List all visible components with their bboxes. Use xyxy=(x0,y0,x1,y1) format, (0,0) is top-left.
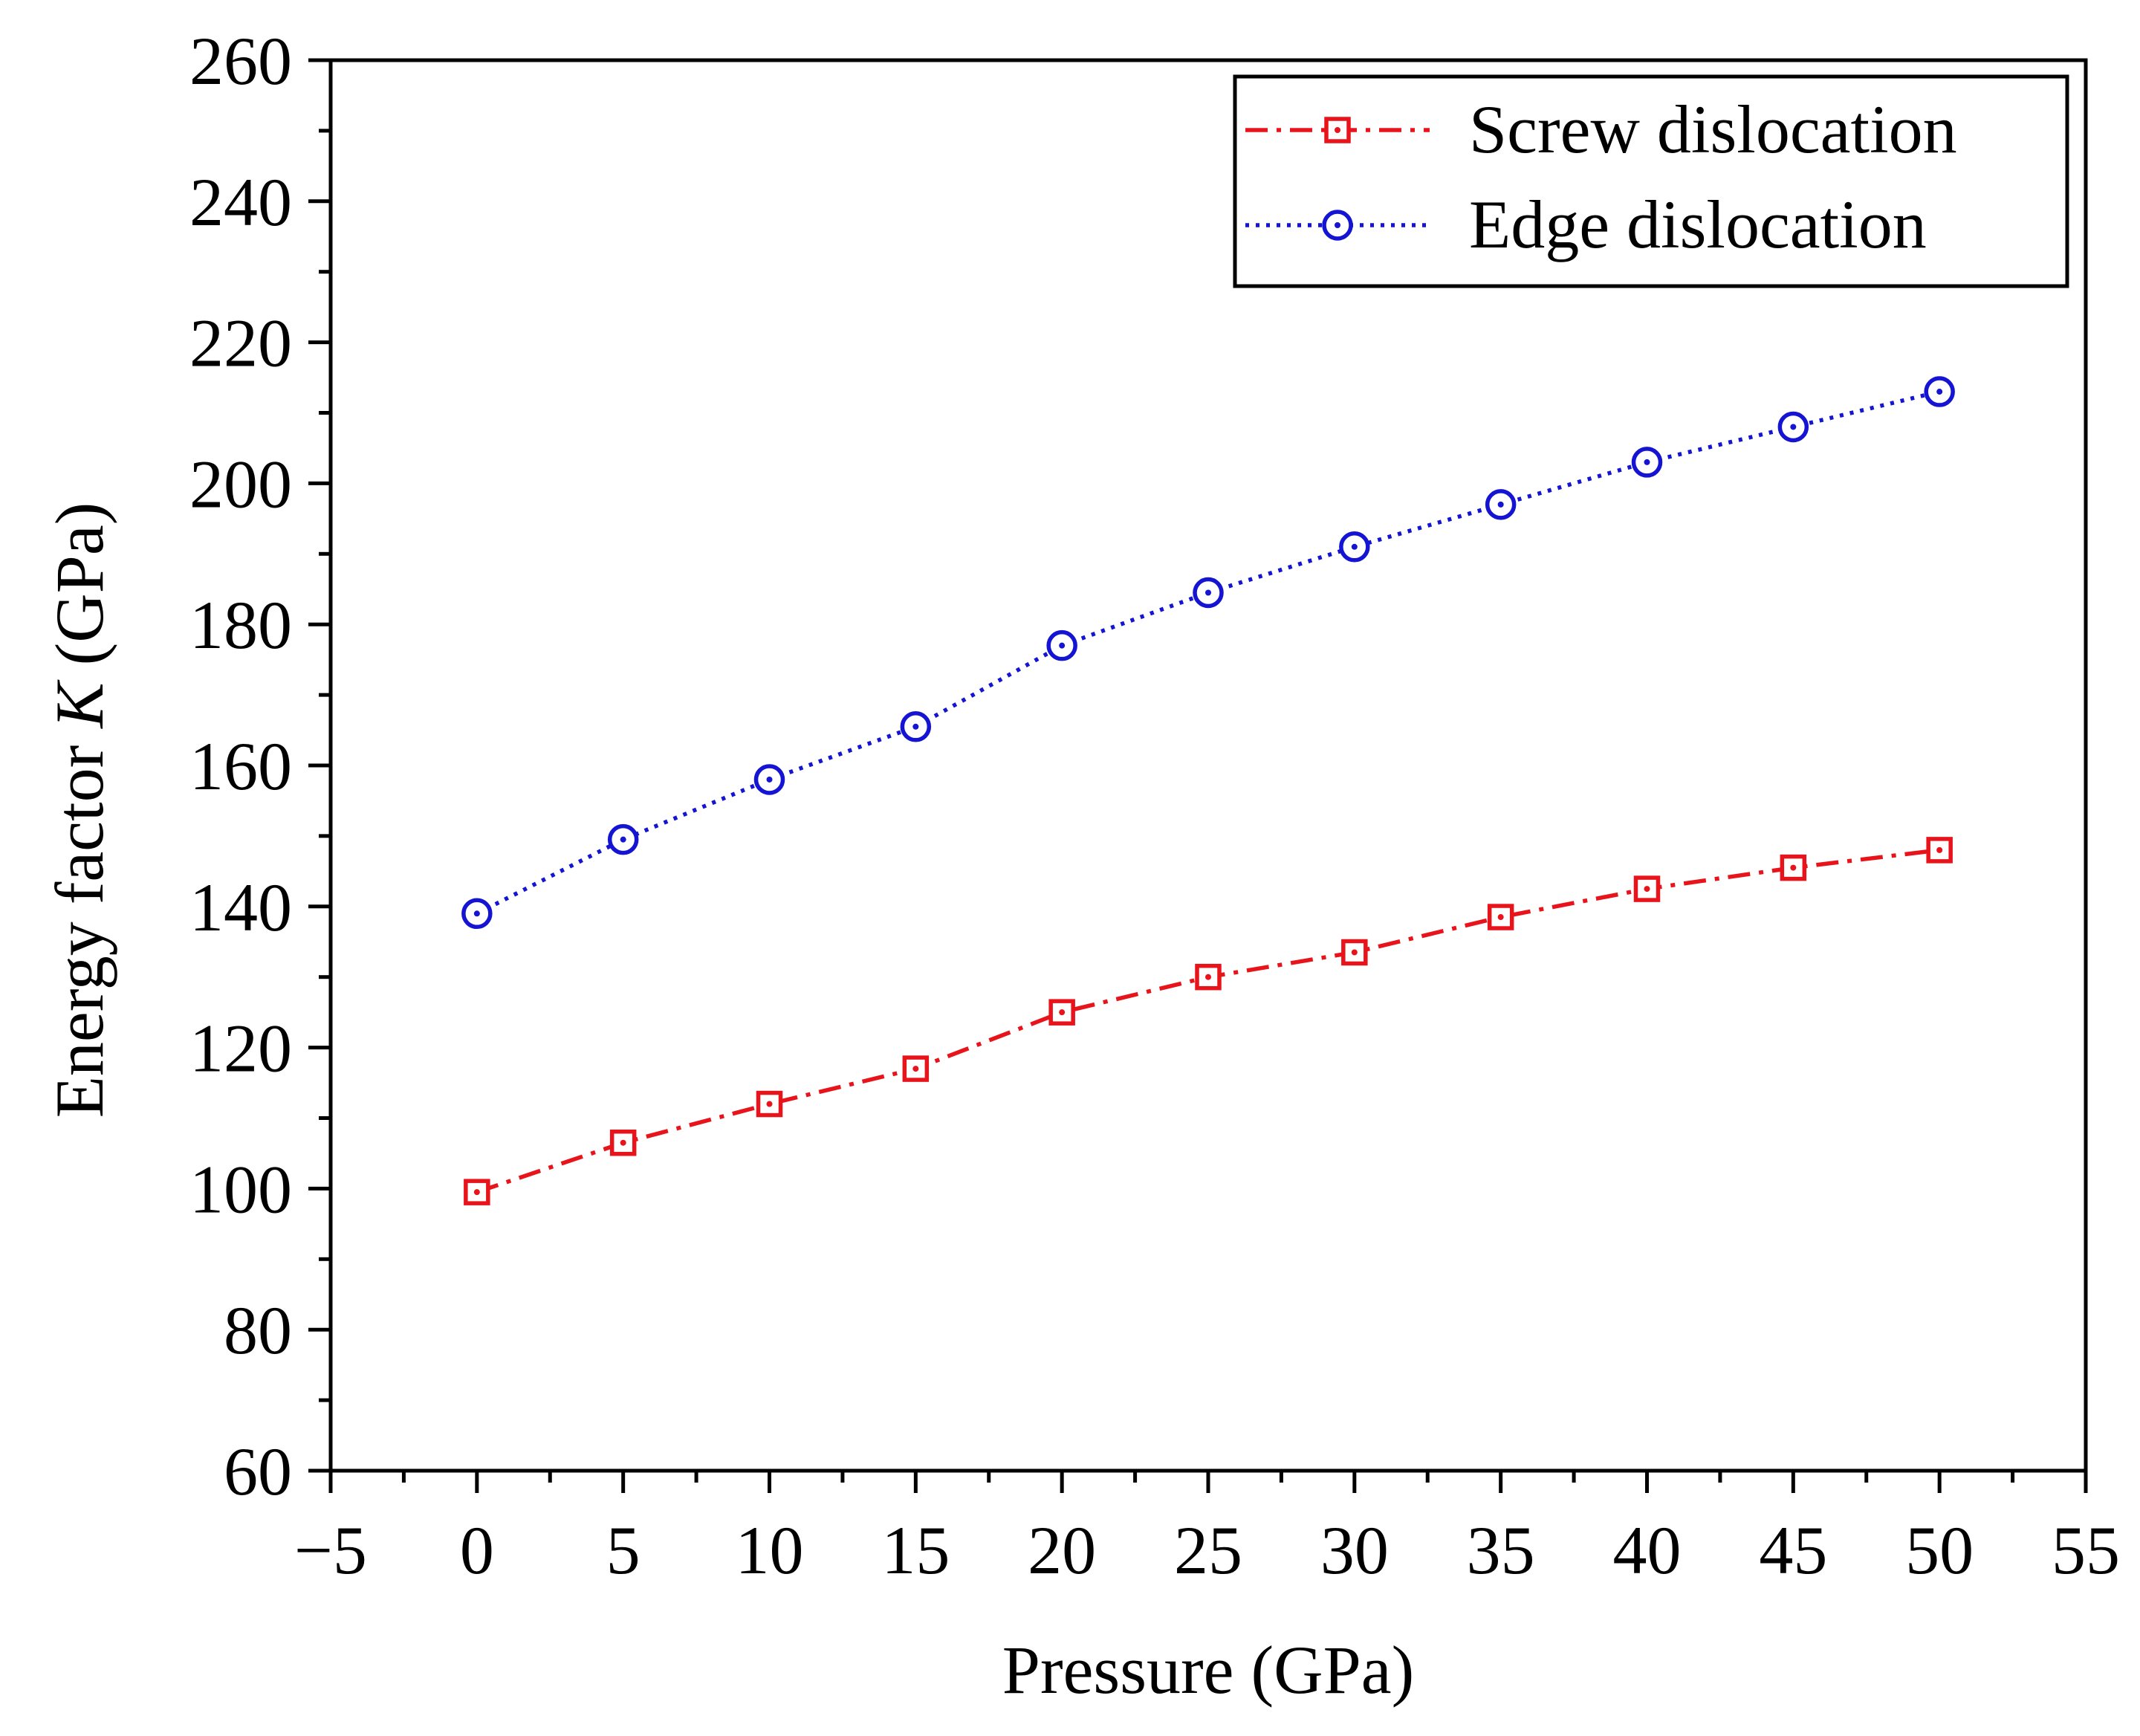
marker-center-dot xyxy=(1351,543,1358,550)
marker-square xyxy=(609,1129,637,1156)
y-tick-label: 120 xyxy=(189,1011,292,1086)
marker-center-dot xyxy=(1205,589,1211,596)
legend-item: Edge dislocation xyxy=(1245,187,1927,262)
y-axis-title-prefix: Energy factor xyxy=(42,728,117,1118)
y-axis-title-symbol: K xyxy=(42,679,117,730)
marker-center-dot xyxy=(766,776,773,783)
marker-center-dot xyxy=(1335,127,1340,133)
x-tick-label: 40 xyxy=(1613,1512,1682,1588)
x-axis-title: Pressure (GPa) xyxy=(1002,1632,1414,1708)
y-tick-label: 220 xyxy=(189,305,292,381)
data-point xyxy=(1487,904,1514,930)
x-tick-label: 5 xyxy=(606,1512,641,1588)
data-point xyxy=(1924,376,1955,407)
data-point xyxy=(1633,875,1661,902)
data-point xyxy=(1631,447,1663,478)
data-point xyxy=(902,1055,930,1082)
data-point xyxy=(461,898,493,930)
data-point xyxy=(609,1129,637,1156)
x-tick-label: 35 xyxy=(1467,1512,1535,1588)
x-tick-label: 20 xyxy=(1028,1512,1096,1588)
marker-center-dot xyxy=(1205,974,1211,980)
x-tick-label: 15 xyxy=(881,1512,950,1588)
y-tick-label: 180 xyxy=(189,587,292,663)
marker-center-dot xyxy=(1644,886,1650,893)
data-point xyxy=(1780,854,1807,881)
y-tick-label: 100 xyxy=(189,1151,292,1227)
marker-center-dot xyxy=(1936,389,1943,395)
y-tick-label: 80 xyxy=(224,1292,292,1368)
marker-square xyxy=(1633,875,1661,902)
marker-square xyxy=(1926,837,1953,864)
marker-center-dot xyxy=(766,1101,773,1107)
marker-center-dot xyxy=(1059,642,1066,649)
x-tick-label: 10 xyxy=(736,1512,804,1588)
axes: −5 0 5 10 15 20 25 30 35 40 45 50 55 60 80 100 120 140 160… xyxy=(189,23,2120,1588)
series-edge-dislocation xyxy=(461,376,1955,930)
x-tick-label: 55 xyxy=(2052,1512,2120,1588)
data-point xyxy=(464,1179,490,1205)
x-tick-label: −5 xyxy=(294,1512,367,1588)
data-point xyxy=(1339,531,1370,563)
legend-box xyxy=(1233,74,2069,288)
data-point xyxy=(1193,577,1224,609)
x-tick-label: 45 xyxy=(1759,1512,1827,1588)
marker-center-dot xyxy=(1936,846,1943,853)
marker-center-dot xyxy=(1351,949,1358,956)
y-tick-label: 160 xyxy=(189,728,292,804)
data-point xyxy=(753,764,785,795)
data-point xyxy=(756,1090,783,1118)
data-point xyxy=(900,711,932,742)
marker-square xyxy=(464,1179,490,1205)
marker-square xyxy=(1048,999,1075,1026)
marker-center-dot xyxy=(1790,864,1797,871)
marker-center-dot xyxy=(1644,459,1650,465)
data-point xyxy=(1926,837,1953,864)
data-point xyxy=(607,823,639,855)
marker-center-dot xyxy=(620,836,626,843)
marker-center-dot xyxy=(1497,914,1504,921)
data-point xyxy=(1195,963,1222,991)
x-tick-label: 30 xyxy=(1320,1512,1389,1588)
x-tick-label: 25 xyxy=(1174,1512,1242,1588)
plot-area xyxy=(461,376,1955,1205)
y-tick-label: 260 xyxy=(189,23,292,99)
marker-center-dot xyxy=(1790,424,1797,430)
legend-label: Screw dislocation xyxy=(1469,91,1957,167)
y-axis-title: Energy factor K (GPa) xyxy=(42,502,117,1118)
marker-center-dot xyxy=(912,723,919,730)
data-point xyxy=(1777,411,1809,443)
series-line xyxy=(476,389,1940,916)
legend-label: Edge dislocation xyxy=(1469,187,1927,262)
data-point xyxy=(1048,999,1075,1026)
legend-marker xyxy=(1324,117,1351,143)
marker-center-dot xyxy=(1059,1009,1066,1016)
series-screw-dislocation xyxy=(464,837,1953,1205)
y-tick-label: 200 xyxy=(189,446,292,522)
marker-center-dot xyxy=(1497,501,1504,508)
data-point xyxy=(1046,629,1077,661)
data-point xyxy=(1485,489,1517,520)
y-axis-title-suffix: (GPa) xyxy=(42,502,117,683)
marker-center-dot xyxy=(473,1189,480,1196)
legend: Screw dislocation Edge dislocation xyxy=(1233,74,2069,288)
marker-center-dot xyxy=(473,910,480,917)
marker-center-dot xyxy=(1335,222,1340,228)
x-tick-label: 50 xyxy=(1905,1512,1974,1588)
series-line xyxy=(476,848,1940,1194)
legend-item: Screw dislocation xyxy=(1245,91,1957,167)
marker-center-dot xyxy=(912,1066,919,1072)
marker-center-dot xyxy=(620,1139,626,1146)
data-point xyxy=(1341,939,1368,966)
y-tick-label: 240 xyxy=(189,164,292,240)
x-tick-label: 0 xyxy=(460,1512,494,1588)
y-tick-label: 60 xyxy=(224,1434,292,1509)
y-tick-label: 140 xyxy=(189,869,292,945)
legend-marker xyxy=(1322,210,1353,241)
